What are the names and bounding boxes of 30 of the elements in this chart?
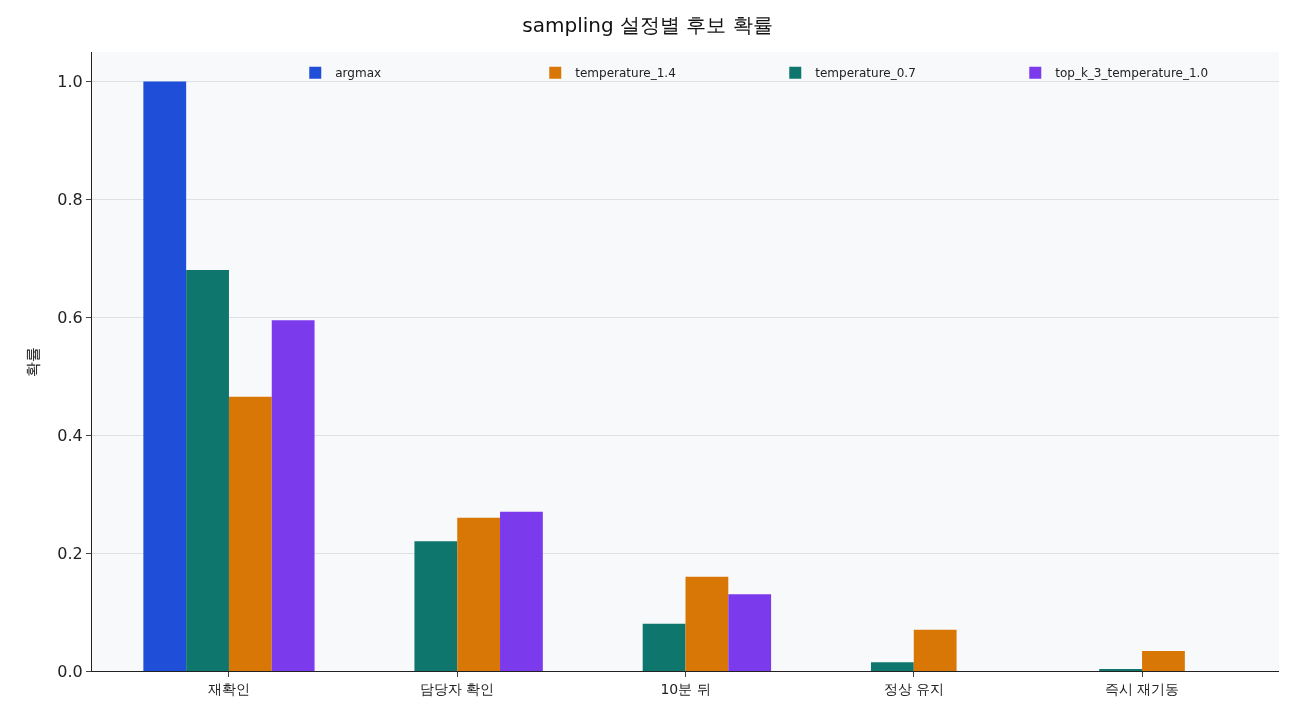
bar <box>414 541 458 671</box>
bar <box>1142 650 1185 671</box>
bar <box>143 81 187 671</box>
bar <box>500 511 543 671</box>
chart-title: sampling 설정별 후보 확률 <box>522 12 773 37</box>
x-tick-label: 즉시 재기동 <box>1104 680 1180 697</box>
y-tick-label: 0.6 <box>57 307 83 327</box>
y-tick-label: 1.0 <box>57 72 83 92</box>
y-tick-label: 0.4 <box>57 425 83 445</box>
legend-label: temperature_1.4 <box>575 66 676 81</box>
y-tick-label: 0.8 <box>57 189 83 209</box>
legend-label: top_k_3_temperature_1.0 <box>1055 66 1209 81</box>
bar <box>913 629 957 671</box>
y-tick-label: 0.2 <box>57 543 83 563</box>
bar <box>457 517 501 671</box>
bar <box>728 594 772 671</box>
bar <box>870 662 914 671</box>
x-tick-label: 정상 유지 <box>883 680 944 697</box>
legend-label: temperature_0.7 <box>815 66 916 81</box>
bar <box>685 576 729 671</box>
x-tick-label: 담당자 확인 <box>420 680 495 697</box>
legend-label: argmax <box>335 66 382 81</box>
bar <box>186 270 229 671</box>
y-tick-label: 0.0 <box>57 661 83 681</box>
bar <box>228 396 272 671</box>
x-tick-label: 재확인 <box>207 680 250 697</box>
y-axis-title: 확률 <box>23 346 42 377</box>
x-tick-label: 10분 뒤 <box>660 680 711 697</box>
bar <box>642 623 686 671</box>
bar <box>271 320 315 671</box>
